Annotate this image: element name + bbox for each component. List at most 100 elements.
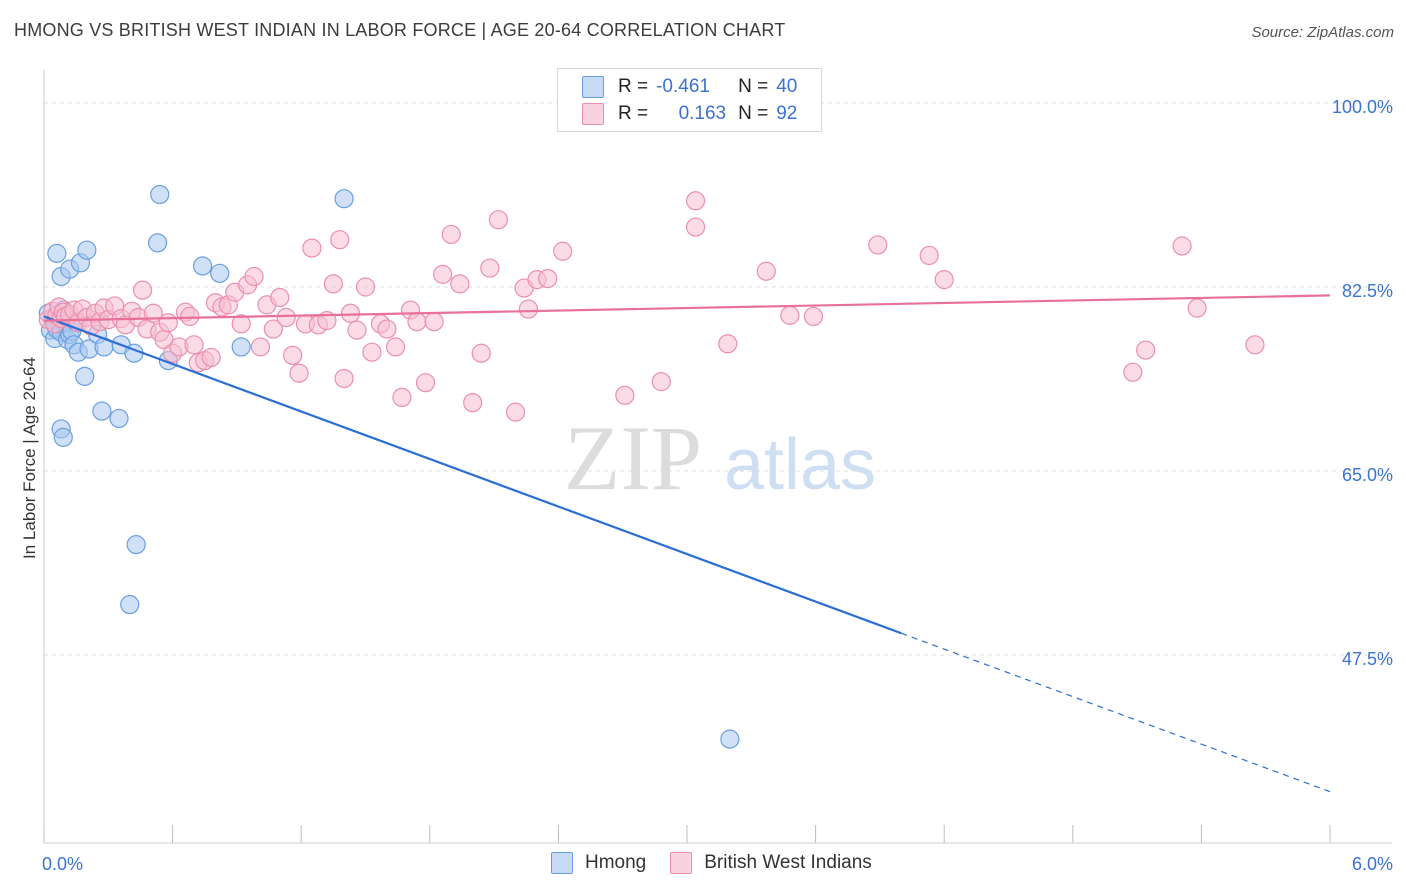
bwi-points	[38, 191, 1265, 422]
bwi-point	[415, 373, 436, 393]
hmong-point	[47, 243, 67, 263]
bwi-point	[334, 368, 354, 389]
legend-row-hmong: R = -0.461 N = 40	[582, 74, 797, 100]
bwi-point	[289, 363, 309, 383]
x-tick-label: 6.0%	[1352, 854, 1393, 874]
bwi-point	[505, 402, 526, 422]
series-legend: Hmong British West Indians	[551, 852, 896, 874]
hmong-point	[109, 408, 129, 429]
bwi-point	[132, 280, 153, 300]
bwi-point	[538, 268, 558, 289]
bwi-point	[780, 305, 800, 325]
bwi-point	[362, 342, 382, 362]
y-tick-label: 65.0%	[1342, 465, 1393, 485]
bwi-point	[355, 277, 376, 297]
legend-r-value: -0.461	[656, 76, 710, 97]
bwi-point	[756, 261, 776, 281]
gridlines	[44, 102, 1392, 656]
bwi-point	[463, 393, 483, 413]
bwi-point	[518, 299, 538, 319]
hmong-trend-extension	[901, 632, 1331, 793]
bwi-point	[441, 224, 461, 245]
hmong-point	[231, 337, 251, 357]
tick-labels: 47.5% 65.0% 82.5% 100.0% 0.0% 6.0%	[42, 97, 1393, 874]
legend-n-label: N =	[738, 76, 769, 97]
watermark-zip: ZIP	[564, 407, 702, 509]
x-tick-label: 0.0%	[42, 854, 83, 874]
bwi-point	[407, 312, 427, 332]
bwi-point	[803, 306, 824, 327]
bwi-point	[1123, 362, 1143, 382]
bwi-point	[340, 303, 361, 323]
bwi-point	[158, 313, 178, 333]
correlation-legend: R = -0.461 N = 40 R = 0.163 N = 92	[557, 68, 822, 132]
hmong-point	[126, 534, 146, 555]
legend-row-bwi: R = 0.163 N = 92	[582, 101, 797, 127]
bwi-point	[685, 191, 706, 211]
hmong-point	[150, 184, 170, 205]
bwi-point	[392, 387, 412, 407]
legend-r-label: R =	[618, 76, 649, 97]
bwi-point	[201, 347, 221, 368]
y-tick-label: 82.5%	[1342, 281, 1393, 301]
bwi-point	[488, 210, 508, 230]
bwi-trend-line	[43, 294, 1331, 322]
hmong-trend-line	[43, 315, 902, 635]
hmong-point	[193, 256, 213, 276]
bwi-point	[685, 217, 706, 237]
bwi-point	[424, 312, 444, 332]
trend-lines	[43, 294, 1331, 793]
legend-n-value: 92	[776, 103, 798, 124]
hmong-point	[77, 240, 97, 260]
bwi-point	[250, 337, 271, 357]
bwi-point	[347, 320, 367, 340]
bwi-point	[1187, 298, 1207, 318]
hmong-point	[210, 263, 230, 283]
bwi-point	[180, 306, 200, 327]
hmong-legend-swatch	[551, 852, 573, 874]
hmong-point	[720, 729, 740, 749]
bwi-point	[553, 241, 573, 261]
bwi-point	[934, 270, 954, 290]
bwi-point	[651, 372, 671, 392]
hmong-legend-label: Hmong	[585, 852, 647, 873]
bwi-point	[385, 337, 406, 357]
bwi-point	[270, 287, 290, 308]
bwi-point	[919, 245, 939, 266]
hmong-point	[147, 233, 168, 253]
watermark: ZIP atlas	[564, 407, 876, 509]
y-tick-label: 100.0%	[1332, 97, 1393, 117]
bwi-point	[323, 274, 343, 294]
legend-item-bwi: British West Indians	[670, 852, 872, 874]
bwi-swatch	[582, 103, 604, 125]
bwi-point	[302, 238, 322, 258]
hmong-swatch	[582, 76, 604, 98]
bwi-point	[450, 274, 470, 294]
bwi-legend-swatch	[670, 852, 693, 874]
bwi-point	[244, 266, 264, 287]
legend-n-label: N =	[738, 103, 769, 124]
bwi-point	[718, 334, 738, 354]
bwi-point	[330, 230, 350, 250]
y-tick-label: 47.5%	[1342, 649, 1393, 669]
axes	[43, 70, 1392, 844]
legend-item-hmong: Hmong	[551, 852, 646, 874]
hmong-point	[120, 594, 140, 615]
hmong-point	[75, 366, 95, 386]
bwi-point	[433, 264, 453, 284]
bwi-point	[1172, 236, 1192, 256]
bwi-point	[1245, 335, 1265, 355]
bwi-point	[868, 235, 888, 255]
legend-r-value: 0.163	[678, 103, 727, 124]
bwi-point	[471, 343, 491, 363]
chart-title: HMONG VS BRITISH WEST INDIAN IN LABOR FO…	[14, 20, 786, 40]
bwi-point	[263, 319, 283, 339]
bwi-point	[184, 335, 204, 355]
bwi-point	[1136, 340, 1156, 360]
bwi-point	[276, 307, 296, 328]
source-label: Source: ZipAtlas.com	[1251, 24, 1394, 41]
legend-r-label: R =	[618, 103, 649, 124]
bwi-legend-label: British West Indians	[704, 852, 872, 873]
bwi-point	[615, 385, 635, 405]
hmong-point	[53, 427, 73, 447]
